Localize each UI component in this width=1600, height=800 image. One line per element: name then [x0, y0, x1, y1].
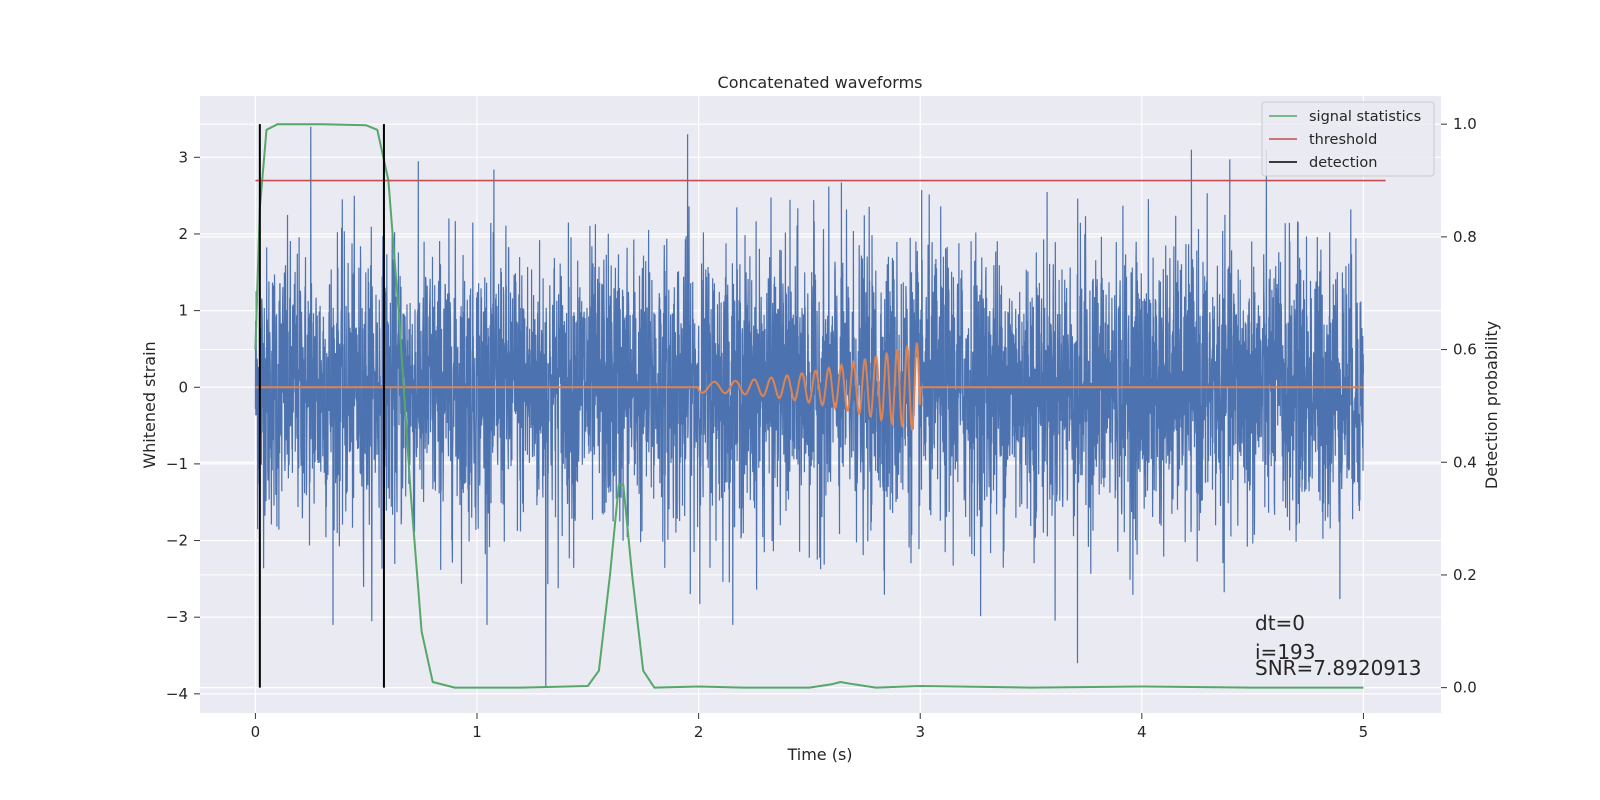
x-tick-label: 3	[915, 723, 925, 741]
noise-series-line	[254, 126, 1364, 687]
y-right-tick-label: 0.6	[1453, 341, 1477, 359]
legend-label-threshold: threshold	[1309, 132, 1377, 148]
y-axis-label: Whitened strain	[140, 341, 159, 468]
x-tick-label: 1	[472, 723, 482, 741]
y-tick-label: 0	[178, 378, 188, 396]
y-right-tick-label: 0.2	[1453, 566, 1477, 584]
y-right-tick-label: 0.0	[1453, 679, 1477, 697]
y-right-axis-label: Detection probability	[1482, 321, 1501, 489]
legend: signal statistics threshold detection	[1261, 101, 1435, 177]
y-tick-label: 1	[178, 302, 188, 320]
legend-box	[1261, 101, 1435, 177]
x-tick-label: 0	[251, 723, 261, 741]
y-tick-label: 3	[178, 148, 188, 166]
y-tick-label: −2	[166, 532, 188, 550]
x-tick-label: 4	[1137, 723, 1147, 741]
x-tick-label: 2	[694, 723, 704, 741]
y-tick-label: 2	[178, 225, 188, 243]
annotation-snr: SNR=7.8920913	[1255, 656, 1421, 680]
legend-label-signal-statistics: signal statistics	[1309, 109, 1421, 125]
y-right-tick-label: 0.4	[1453, 453, 1477, 471]
chart-title: Concatenated waveforms	[718, 73, 923, 92]
y-right-tick-label: 1.0	[1453, 115, 1477, 133]
signal-statistics-line	[254, 123, 1364, 689]
annotation-dt: dt=0	[1255, 611, 1305, 635]
y-tick-label: −1	[166, 455, 188, 473]
series-layer	[254, 123, 1386, 689]
y-tick-label: −3	[166, 608, 188, 626]
legend-label-detection: detection	[1309, 155, 1377, 171]
annotation-index: i=193	[1255, 640, 1316, 664]
noise-series	[254, 126, 1364, 687]
x-tick-label: 5	[1359, 723, 1369, 741]
y-tick-label: −4	[166, 685, 188, 703]
x-axis-label: Time (s)	[786, 745, 852, 764]
axes-layer: 0 1 2 3 4 5 3 2 1 0 −1 −2 −3 −4 1.0 0.8 0.6 0.4 0.2 0.0	[166, 115, 1477, 741]
y-right-tick-label: 0.8	[1453, 228, 1477, 246]
injected-signal-line	[255, 342, 1364, 431]
